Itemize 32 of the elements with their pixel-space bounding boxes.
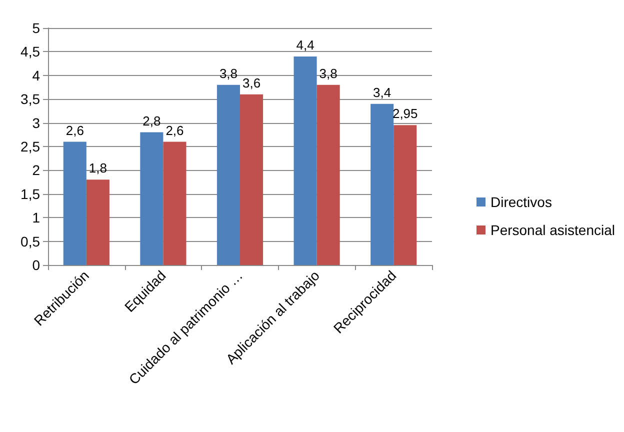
data-label: 3,4 (373, 84, 392, 100)
bar (394, 125, 417, 265)
bar (370, 104, 394, 265)
data-label: 2,6 (166, 122, 184, 138)
data-label: 3,6 (242, 75, 261, 90)
y-tick-label: 4,5 (20, 44, 40, 60)
bar (216, 84, 240, 265)
data-label: 4,4 (296, 37, 314, 52)
y-tick-label: 1,5 (20, 186, 40, 202)
bar (140, 132, 164, 265)
y-tick-label: 3,5 (20, 91, 40, 108)
data-label: 2,8 (142, 113, 161, 128)
data-label: 2,6 (66, 122, 84, 138)
y-tick-label: 2,5 (20, 138, 40, 154)
y-tick-label: 1 (32, 210, 40, 226)
bar (294, 56, 317, 265)
bar (163, 142, 186, 265)
bar (316, 84, 340, 265)
y-tick-label: 4 (32, 67, 40, 84)
bar (240, 94, 264, 265)
y-tick-label: 3 (32, 114, 40, 131)
data-label: 1,8 (88, 160, 107, 176)
legend-label: Personal asistencial (490, 222, 616, 238)
legend-label: Directivos (490, 194, 552, 210)
bar (63, 142, 86, 265)
bar (86, 180, 110, 265)
y-tick-label: 2 (32, 162, 40, 178)
y-tick-label: 0,5 (20, 233, 40, 250)
y-tick-label: 0 (32, 257, 40, 273)
data-label: 3,8 (319, 66, 338, 81)
y-tick-label: 5 (32, 20, 40, 36)
data-label: 3,8 (219, 66, 238, 81)
